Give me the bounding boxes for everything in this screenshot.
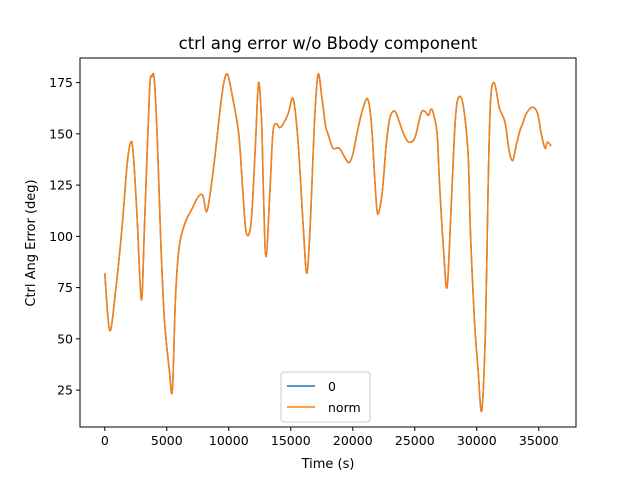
x-axis-ticks: 0 5000 10000 15000 20000 25000 30000 35000: [101, 427, 559, 448]
x-tick-label: 25000: [395, 433, 435, 448]
chart-title: ctrl ang error w/o Bbody component: [179, 34, 478, 53]
y-tick-label: 125: [49, 178, 73, 193]
y-tick-label: 100: [49, 229, 73, 244]
y-tick-label: 150: [49, 126, 73, 141]
x-tick-label: 15000: [271, 433, 311, 448]
plot-frame: [79, 57, 577, 428]
x-tick-label: 10000: [209, 433, 249, 448]
x-tick-label: 5000: [151, 433, 183, 448]
legend: 0 norm: [280, 371, 371, 423]
series-line-norm: [104, 72, 552, 413]
x-tick-label: 30000: [457, 433, 497, 448]
y-tick-label: 25: [57, 383, 73, 398]
legend-label-series-norm: norm: [328, 400, 361, 415]
x-tick-label: 35000: [519, 433, 559, 448]
y-tick-label: 175: [49, 75, 73, 90]
x-axis-label: Time (s): [301, 457, 355, 472]
x-tick-label: 0: [101, 433, 109, 448]
x-tick-label: 20000: [333, 433, 373, 448]
legend-label-series-0: 0: [328, 379, 336, 394]
y-axis-ticks: 25 50 75 100 125 150 175: [49, 75, 80, 398]
y-axis-label: Ctrl Ang Error (deg): [24, 179, 39, 306]
y-tick-label: 75: [57, 280, 73, 295]
series-layer: [104, 72, 552, 413]
legend-box: [280, 371, 371, 423]
y-tick-label: 50: [57, 331, 73, 346]
